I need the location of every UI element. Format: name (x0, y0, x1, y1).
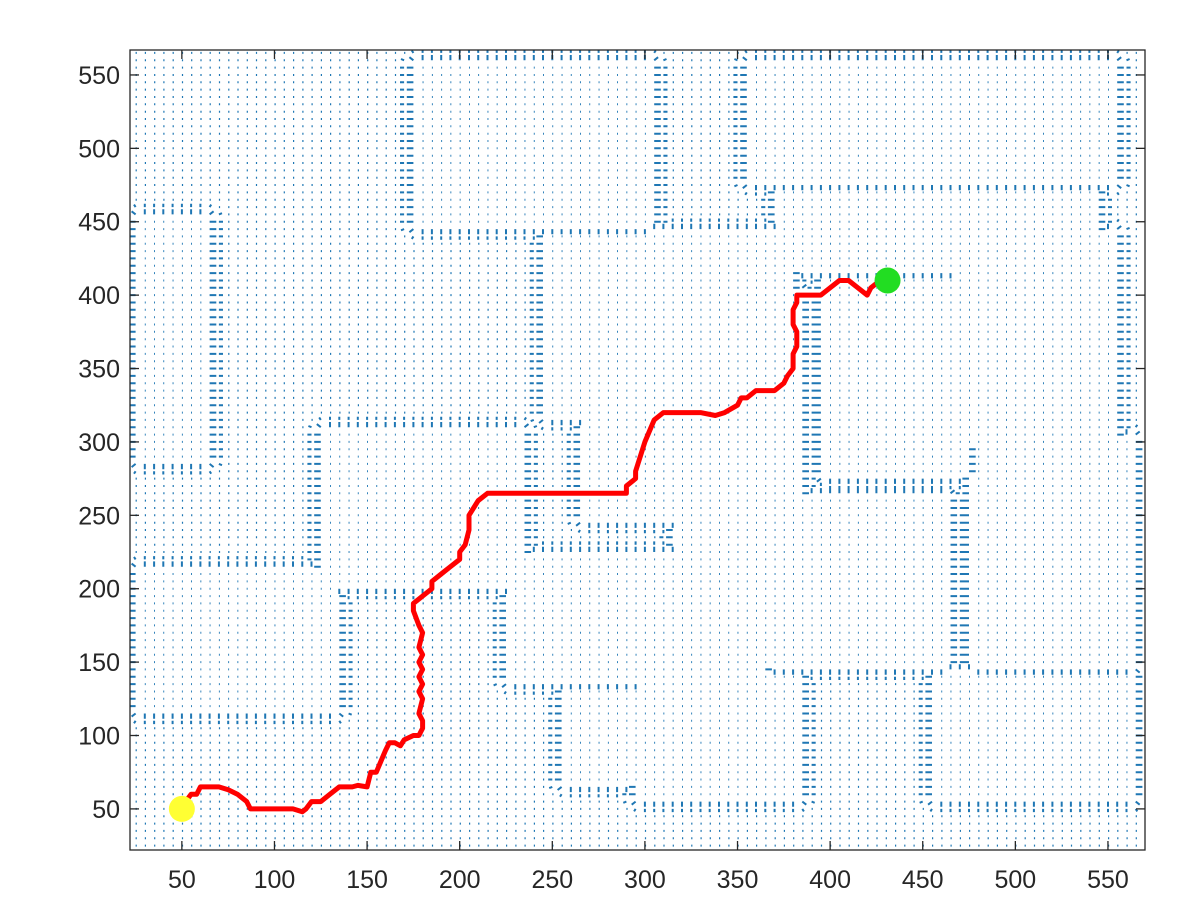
y-tick-label: 550 (78, 62, 120, 90)
y-tick-label: 250 (78, 502, 120, 530)
x-tick-label: 200 (439, 866, 481, 894)
y-tick-label: 400 (78, 282, 120, 310)
y-axis-ticks: 50 100 150 200 250 300 350 400 450 500 550 (78, 62, 1145, 824)
planned-path-layer (179, 278, 889, 815)
x-axis-ticks: 50 100 150 200 250 300 350 400 450 500 550 (168, 50, 1129, 894)
x-tick-label: 400 (809, 866, 851, 894)
y-tick-label: 350 (78, 356, 120, 384)
x-tick-label: 250 (531, 866, 573, 894)
endpoint-markers (168, 267, 901, 822)
axes (129, 49, 1146, 851)
y-tick-label: 200 (78, 576, 120, 604)
x-tick-label: 500 (994, 866, 1036, 894)
y-tick-label: 100 (78, 723, 120, 751)
x-tick-label: 300 (624, 866, 666, 894)
x-tick-label: 150 (346, 866, 388, 894)
x-tick-label: 50 (168, 866, 196, 894)
y-tick-label: 500 (78, 135, 120, 163)
x-tick-label: 550 (1087, 866, 1129, 894)
x-tick-label: 350 (717, 866, 759, 894)
y-tick-label: 300 (78, 429, 120, 457)
y-tick-label: 150 (78, 649, 120, 677)
goal-marker (874, 267, 901, 294)
y-tick-label: 50 (92, 796, 120, 824)
x-tick-label: 450 (902, 866, 944, 894)
start-marker (168, 795, 195, 822)
y-tick-label: 450 (78, 209, 120, 237)
planned-path (179, 278, 889, 815)
x-tick-label: 100 (254, 866, 296, 894)
axes-box (129, 49, 1146, 851)
